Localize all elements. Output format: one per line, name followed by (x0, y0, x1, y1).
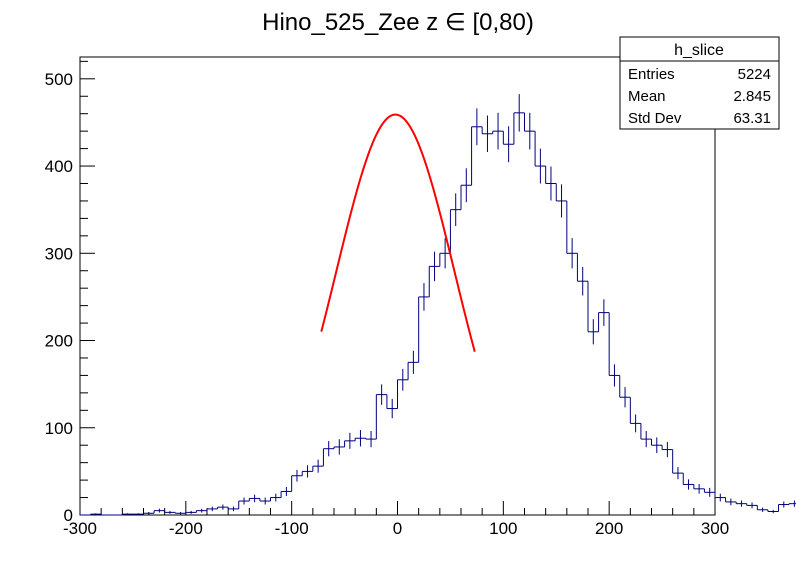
stats-box-title: h_slice (674, 42, 724, 59)
x-tick-label: -100 (275, 519, 309, 538)
stats-box-frame (619, 36, 780, 130)
y-axis: 0 100 200 300 400 500 (45, 60, 95, 525)
y-tick-label: 0 (64, 506, 73, 525)
stats-value-stddev: 63.31 (733, 110, 771, 127)
x-tick-label: 0 (393, 519, 402, 538)
y-tick-label: 300 (45, 244, 73, 263)
x-tick-label: -300 (63, 519, 97, 538)
error-bars (95, 94, 795, 515)
x-tick-label: -200 (169, 519, 203, 538)
x-tick-label: 300 (701, 519, 729, 538)
fit-curve-group (320, 113, 476, 352)
y-tick-label: 500 (45, 70, 73, 89)
stats-value-mean: 2.845 (733, 88, 771, 105)
y-tick-label: 200 (45, 332, 73, 351)
x-tick-label: 100 (489, 519, 517, 538)
y-tick-label: 400 (45, 157, 73, 176)
stats-label-entries: Entries (628, 66, 675, 83)
y-tick-label: 100 (45, 419, 73, 438)
stats-label-stddev: Std Dev (628, 110, 682, 127)
stats-value-entries: 5224 (738, 66, 771, 83)
stats-label-mean: Mean (628, 88, 666, 105)
x-axis: -300 -200 -100 0 100 200 300 (63, 501, 729, 538)
gaussian-fit-curve (320, 113, 476, 352)
chart-title: Hino_525_Zee z ∈ [0,80) (262, 9, 534, 36)
x-tick-label: 200 (595, 519, 623, 538)
stats-box: h_slice Entries 5224 Mean 2.845 Std Dev … (619, 36, 780, 130)
